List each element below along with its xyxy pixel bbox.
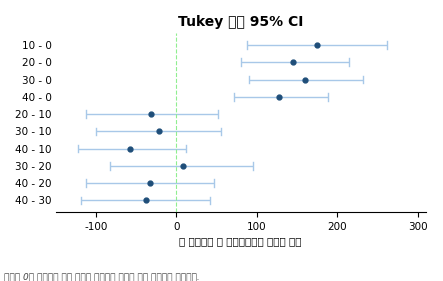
Title: Tukey 동시 95% CI: Tukey 동시 95% CI xyxy=(178,15,303,29)
X-axis label: 각 경년수준 별 평균탄화길이 평균의 차이: 각 경년수준 별 평균탄화길이 평균의 차이 xyxy=(179,236,302,246)
Text: 구간에 0이 포함되어 있지 않으면 해당하는 평균이 서로 유의하게 다릅니다.: 구간에 0이 포함되어 있지 않으면 해당하는 평균이 서로 유의하게 다릅니다… xyxy=(4,272,200,281)
